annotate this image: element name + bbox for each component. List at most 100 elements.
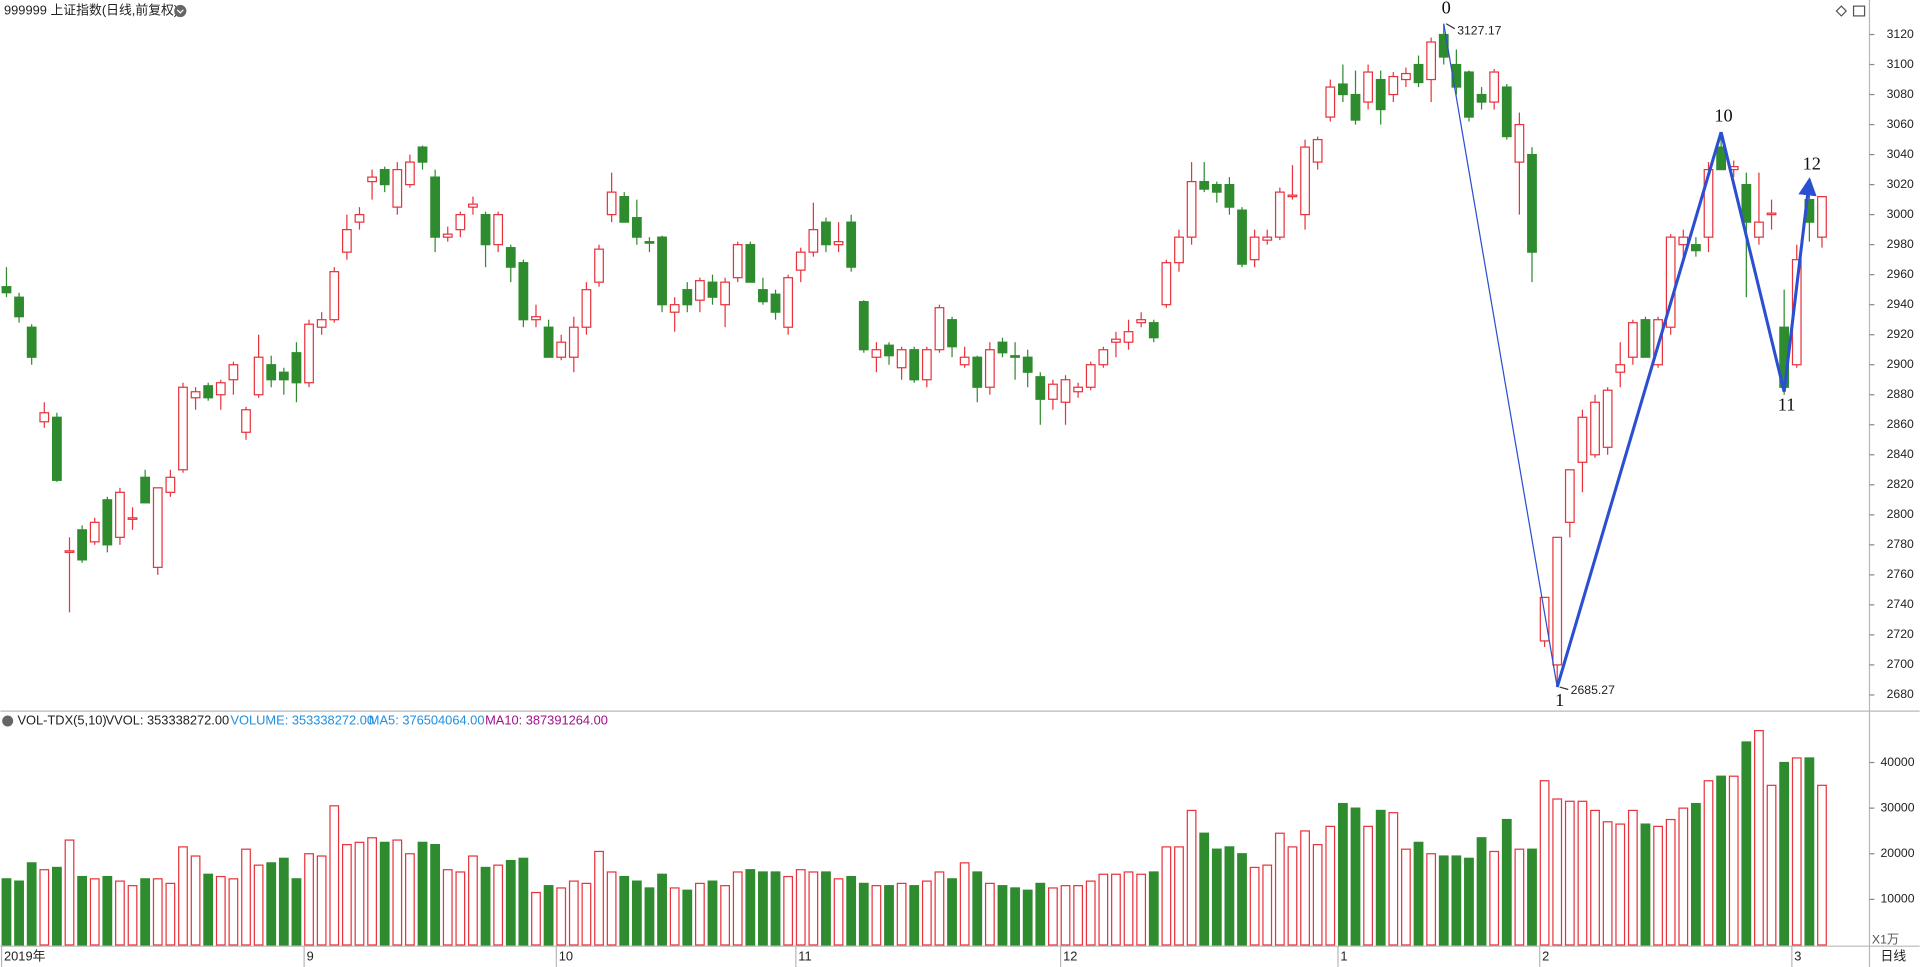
y-tick-label: 3000	[1887, 207, 1914, 221]
volume-bar	[102, 875, 113, 946]
candle-body	[442, 233, 453, 238]
candle-body	[531, 316, 541, 321]
candle-body	[1539, 596, 1550, 642]
volume-bar	[1716, 775, 1727, 946]
volume-bar	[1703, 780, 1714, 946]
volume-bar	[1590, 809, 1600, 946]
candle-body	[1501, 86, 1512, 138]
candle-body	[745, 244, 756, 283]
candle-body	[846, 221, 857, 268]
candle-body	[341, 229, 352, 253]
volume-bar	[442, 869, 453, 946]
candle-body	[215, 382, 226, 396]
y-tick-label: 40000	[1880, 755, 1914, 769]
candle-body	[644, 241, 655, 244]
candle-body	[1514, 123, 1525, 163]
candle-body	[392, 168, 403, 208]
y-tick-label: 2940	[1887, 297, 1914, 311]
candle-body	[984, 349, 995, 388]
menu-button[interactable]	[2, 715, 14, 727]
candle-body	[518, 262, 529, 321]
panel-button[interactable]	[1852, 5, 1866, 17]
volume-bar	[972, 871, 983, 946]
volume-bar	[1804, 757, 1815, 946]
y-tick-label: 2720	[1887, 627, 1914, 641]
candle-body	[165, 476, 176, 493]
y-tick-label: 2960	[1887, 267, 1914, 281]
candle-body	[354, 214, 365, 223]
diamond-button[interactable]	[1835, 5, 1848, 17]
volume-bar	[871, 885, 882, 946]
volume-bar	[896, 882, 907, 946]
volume-bar	[1388, 812, 1399, 946]
candle-body	[1098, 349, 1109, 366]
volume-bar	[329, 805, 340, 946]
menu-icon	[176, 9, 184, 14]
volume-bar	[1111, 873, 1121, 946]
volume-bar	[14, 880, 24, 946]
candle-body	[190, 391, 201, 399]
x-tick-label: 1	[1340, 949, 1347, 964]
candle-body	[1564, 469, 1575, 523]
y-tick-label: 3100	[1887, 57, 1914, 71]
volume-bar	[215, 875, 226, 946]
y-tick-label: 2820	[1887, 477, 1914, 491]
volume-bar	[694, 882, 705, 946]
value-pointer	[1445, 23, 1456, 30]
y-tick-label: 2900	[1887, 357, 1914, 371]
candle-body	[1627, 322, 1638, 358]
volume-bar	[430, 844, 441, 946]
candle-body	[1085, 364, 1096, 388]
wave-label: 12	[1803, 154, 1821, 174]
candle-body	[871, 349, 882, 358]
candle-body	[1249, 236, 1260, 261]
volume-bar	[1539, 780, 1550, 946]
volume-bar	[531, 891, 541, 946]
volume-bar	[846, 875, 857, 946]
volume-bar	[997, 885, 1008, 946]
candle-body	[884, 344, 894, 357]
value-pointer	[1559, 686, 1569, 691]
candle-body	[1766, 212, 1777, 216]
volume-bar	[1300, 830, 1310, 946]
y-tick-label: 2840	[1887, 447, 1914, 461]
candle-body	[1186, 181, 1197, 238]
volume-bar	[77, 875, 88, 946]
volume-bar	[493, 864, 504, 946]
volume-bar	[1224, 846, 1235, 946]
candle-body	[468, 203, 478, 208]
volume-bar	[1653, 825, 1663, 946]
candle-body	[972, 356, 983, 388]
y-tick-label: 2760	[1887, 567, 1914, 581]
volume-bar	[1552, 798, 1563, 946]
candle-body	[821, 221, 831, 246]
candle-body	[1817, 196, 1827, 238]
candle-body	[1363, 71, 1373, 103]
candle-body	[140, 476, 151, 504]
volume-bar	[934, 871, 945, 946]
volume-bar	[1464, 857, 1474, 946]
candle-body	[833, 241, 844, 246]
candle-body	[783, 277, 794, 328]
candle-body	[1577, 416, 1588, 463]
menu-button[interactable]	[174, 4, 187, 18]
candle-body	[127, 517, 138, 520]
candle-body	[543, 326, 554, 358]
volume-bar	[720, 885, 731, 946]
y-tick-label: 2740	[1887, 597, 1914, 611]
candle-body	[1211, 184, 1222, 193]
volume-bar	[1287, 846, 1298, 946]
volume-bar	[1791, 757, 1802, 946]
volume-bar	[1640, 823, 1651, 946]
volume-bar	[127, 885, 138, 946]
candle-body	[430, 176, 441, 238]
candle-body	[291, 352, 302, 384]
volume-bar	[1375, 809, 1386, 946]
candle-body	[1022, 356, 1033, 373]
candle-body	[1691, 244, 1701, 252]
candle-body	[51, 416, 62, 481]
volume-bar	[140, 878, 151, 946]
volume-bar	[241, 848, 251, 946]
volume-bar	[1148, 871, 1159, 946]
